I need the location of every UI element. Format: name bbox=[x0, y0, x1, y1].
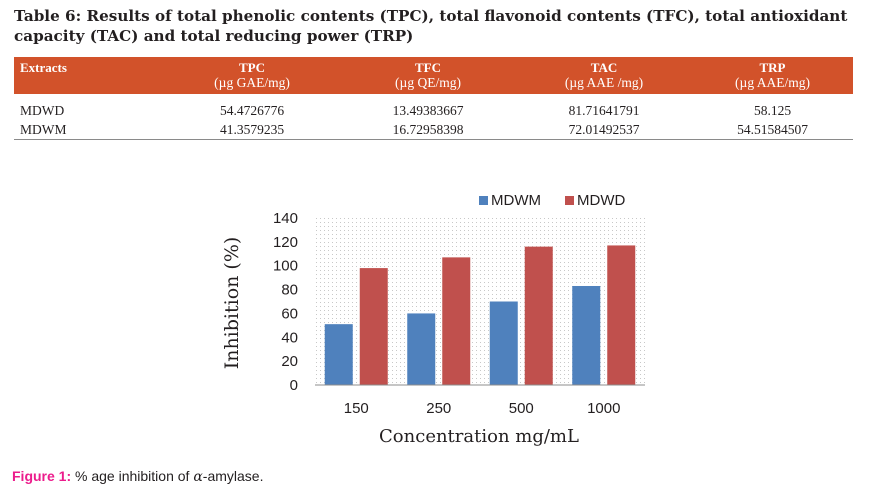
legend-label-mdwd: MDWD bbox=[577, 192, 625, 209]
y-tick-label: 100 bbox=[273, 258, 298, 275]
table-row: MDWM 41.3579235 16.72958398 72.01492537 … bbox=[14, 120, 853, 140]
x-tick-label: 150 bbox=[344, 400, 369, 417]
table-row: MDWD 54.4726776 13.49383667 81.71641791 … bbox=[14, 94, 853, 120]
header-tfc-unit: (µg QE/mg) bbox=[395, 75, 461, 90]
x-tick-label: 250 bbox=[426, 400, 451, 417]
caption-text-after: -amylase. bbox=[202, 468, 264, 484]
y-axis-label: Inhibition (%) bbox=[221, 237, 243, 370]
bar-mdwd-1000 bbox=[607, 245, 636, 385]
header-tac-unit: (µg AAE /mg) bbox=[564, 75, 644, 90]
y-tick-label: 120 bbox=[273, 234, 298, 251]
cell-extract: MDWD bbox=[20, 103, 65, 118]
cell-tac: 72.01492537 bbox=[516, 120, 692, 140]
x-tick-label: 500 bbox=[509, 400, 534, 417]
header-tpc-unit: (µg GAE/mg) bbox=[214, 75, 290, 90]
y-tick-label: 140 bbox=[273, 210, 298, 227]
bar-mdwd-250 bbox=[442, 257, 471, 385]
y-tick-label: 80 bbox=[281, 282, 298, 299]
cell-tac: 81.71641791 bbox=[568, 103, 640, 118]
legend-swatch-mdwm bbox=[479, 196, 488, 205]
header-trp-unit: (µg AAE/mg) bbox=[735, 75, 810, 90]
cell-extract: MDWM bbox=[14, 120, 164, 140]
bar-mdwd-500 bbox=[524, 246, 553, 385]
y-tick-label: 0 bbox=[290, 377, 298, 394]
figure-label: Figure 1: bbox=[12, 468, 72, 484]
bar-mdwm-1000 bbox=[572, 285, 601, 385]
caption-alpha-symbol: α bbox=[193, 469, 203, 485]
header-extracts: Extracts bbox=[14, 57, 164, 94]
results-table: Extracts TPC (µg GAE/mg) TFC (µg QE/mg) TA… bbox=[14, 57, 853, 140]
bar-mdwm-500 bbox=[489, 301, 518, 385]
cell-tpc: 41.3579235 bbox=[164, 120, 340, 140]
bar-mdwm-250 bbox=[407, 313, 436, 385]
cell-trp: 54.51584507 bbox=[692, 120, 853, 140]
chart-legend: MDWM MDWD bbox=[479, 192, 625, 209]
y-tick-label: 40 bbox=[281, 329, 298, 346]
header-tpc: TPC (µg GAE/mg) bbox=[164, 57, 340, 94]
legend-swatch-mdwd bbox=[565, 196, 574, 205]
cell-trp: 58.125 bbox=[753, 103, 792, 118]
table-title: Table 6: Results of total phenolic conte… bbox=[14, 7, 848, 45]
cell-tfc: 13.49383667 bbox=[392, 103, 464, 118]
y-tick-label: 20 bbox=[281, 353, 298, 370]
figure-caption: Figure 1: % age inhibition of α-amylase. bbox=[12, 468, 263, 485]
caption-text-before: % age inhibition of bbox=[71, 468, 194, 484]
inhibition-bar-chart: 0 20 40 60 80 100 120 140 150 250 500 1000 Inhibit… bbox=[221, 192, 645, 447]
header-tac: TAC (µg AAE /mg) bbox=[516, 57, 692, 94]
table-header-row: Extracts TPC (µg GAE/mg) TFC (µg QE/mg) TA… bbox=[14, 57, 853, 94]
legend-label-mdwm: MDWM bbox=[491, 192, 541, 209]
y-tick-label: 60 bbox=[281, 305, 298, 322]
bar-mdwm-150 bbox=[324, 324, 353, 385]
header-trp: TRP (µg AAE/mg) bbox=[692, 57, 853, 94]
cell-tpc: 54.4726776 bbox=[219, 103, 285, 118]
bar-mdwd-150 bbox=[359, 268, 388, 385]
cell-tfc: 16.72958398 bbox=[340, 120, 516, 140]
x-tick-label: 1000 bbox=[587, 400, 620, 417]
header-tfc: TFC (µg QE/mg) bbox=[340, 57, 516, 94]
x-axis-label: Concentration mg/mL bbox=[379, 426, 579, 447]
